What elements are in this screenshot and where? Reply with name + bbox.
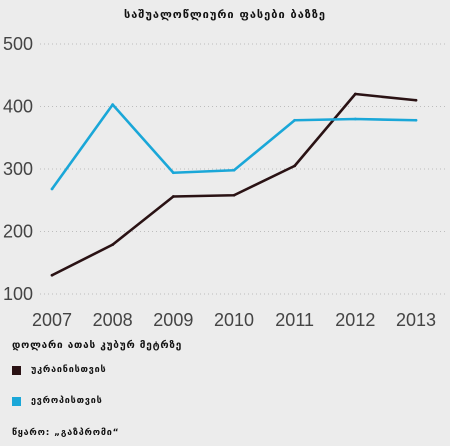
legend-item-europe: ევროპისთვის [12, 396, 103, 406]
data-point-0-2012 [353, 92, 357, 96]
source-note: წყარო: „გაზპრომი“ [12, 428, 120, 438]
data-point-0-2011 [293, 164, 297, 168]
x-tick-2008: 2008 [93, 310, 133, 330]
legend-item-ukraine: უკრაინისთვის [12, 365, 106, 375]
chart-title: საშუალოწლიური ფასები ბაზზე [123, 8, 327, 21]
x-tick-2007: 2007 [32, 310, 72, 330]
unit-label: დოლარი ათას კუბურ მეტრზე [12, 340, 183, 351]
x-tick-2011: 2011 [275, 310, 314, 330]
y-tick-200: 200 [3, 222, 33, 242]
data-point-1-2013 [414, 118, 418, 122]
x-tick-2012: 2012 [335, 310, 375, 330]
data-point-1-2012 [353, 117, 357, 121]
data-point-0-2007 [50, 273, 54, 277]
data-point-0-2008 [111, 243, 115, 247]
y-tick-100: 100 [3, 284, 33, 304]
data-point-1-2009 [171, 171, 175, 175]
x-tick-2013: 2013 [396, 310, 436, 330]
y-tick-300: 300 [3, 159, 33, 179]
x-tick-2009: 2009 [153, 310, 193, 330]
line-chart: 100 200 300 400 500 2007 2008 2009 2010 2011 2012… [3, 34, 445, 330]
legend-label-ukraine: უკრაინისთვის [31, 365, 107, 375]
data-point-1-2008 [111, 103, 115, 107]
data-point-1-2010 [232, 168, 236, 172]
series-lines [50, 92, 418, 277]
x-tick-2010: 2010 [214, 310, 254, 330]
series-line-0 [51, 92, 417, 277]
legend-label-europe: ევროპისთვის [31, 396, 103, 406]
y-tick-500: 500 [3, 34, 33, 54]
y-tick-400: 400 [3, 97, 33, 117]
grid-lines [40, 43, 445, 295]
data-point-0-2010 [232, 193, 236, 197]
data-point-1-2011 [293, 118, 297, 122]
legend-swatch-ukraine [12, 365, 21, 375]
data-point-1-2007 [50, 187, 54, 191]
y-tick-labels: 100 200 300 400 500 [3, 34, 33, 304]
data-point-0-2013 [414, 98, 418, 102]
x-tick-labels: 2007 2008 2009 2010 2011 2012 2013 [32, 310, 436, 330]
legend-swatch-europe [12, 396, 21, 406]
series-line-1 [50, 103, 417, 190]
data-point-0-2009 [171, 195, 175, 198]
